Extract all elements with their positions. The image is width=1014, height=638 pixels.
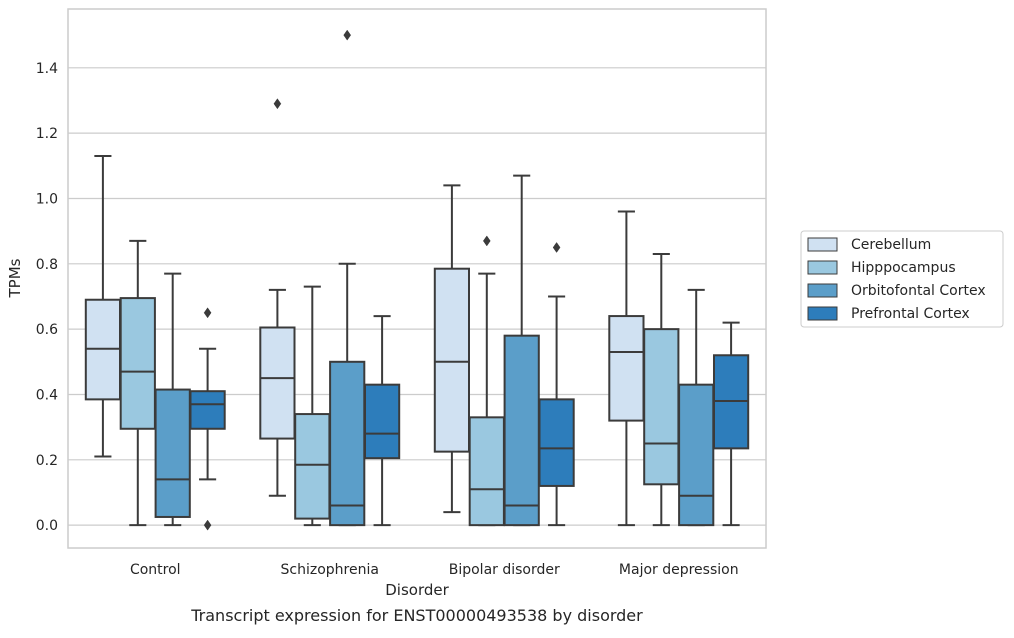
- box-1-3: [363, 315, 401, 527]
- y-tick-label: 0.4: [36, 387, 58, 403]
- y-tick-label: 1.2: [36, 126, 58, 142]
- y-tick-label: 1.4: [36, 61, 58, 77]
- box-body: [294, 413, 331, 520]
- outlier-point: [552, 242, 561, 253]
- box-0-3: [189, 307, 226, 531]
- legend-swatch: [807, 260, 838, 275]
- box-0-2: [154, 272, 191, 527]
- outlier-point: [482, 235, 491, 247]
- legend-label: Hipppocampus: [851, 260, 956, 276]
- legend-swatch: [807, 306, 838, 321]
- x-tick-label: Major depression: [619, 562, 739, 578]
- box-body: [363, 383, 401, 460]
- box-3-0: [608, 210, 645, 527]
- legend-label: Orbitofontal Cortex: [851, 283, 986, 299]
- y-axis-label: TPMs: [6, 258, 24, 298]
- box-2-2: [503, 174, 540, 527]
- y-tick-label: 0.0: [36, 518, 58, 534]
- legend-swatch: [807, 237, 838, 252]
- legend: Cerebellum Hipppocampus Orbitofontal Corte…: [800, 230, 1004, 328]
- box-0-0: [84, 155, 122, 458]
- box-body: [189, 390, 226, 430]
- box-3-1: [643, 253, 680, 527]
- box-0-1: [119, 239, 156, 527]
- box-2-1: [468, 235, 505, 527]
- outlier-point: [273, 98, 282, 110]
- y-tick-label: 1.0: [36, 191, 58, 207]
- box-body: [468, 416, 505, 527]
- x-tick-label: Bipolar disorder: [449, 562, 560, 578]
- box-1-2: [329, 29, 366, 527]
- chart-caption: Transcript expression for ENST0000049353…: [190, 606, 643, 625]
- y-tick-label: 0.2: [36, 453, 58, 469]
- box-body: [678, 383, 715, 527]
- legend-label: Cerebellum: [851, 237, 931, 253]
- box-2-3: [538, 242, 575, 527]
- x-tick-label: Control: [130, 562, 181, 578]
- legend-frame: [800, 230, 1004, 328]
- box-body: [329, 360, 366, 527]
- box-body: [608, 315, 645, 422]
- box-3-3: [712, 321, 750, 527]
- x-tick-labels: Control Schizophrenia Bipolar disorder Majo…: [130, 562, 739, 578]
- box-2-0: [433, 184, 471, 514]
- y-tick-label: 0.8: [36, 257, 58, 273]
- legend-label: Prefrontal Cortex: [851, 306, 970, 322]
- outlier-point: [343, 29, 352, 41]
- box-layer: [84, 29, 750, 531]
- x-axis-label: Disorder: [385, 581, 449, 599]
- legend-swatch: [807, 283, 838, 298]
- box-body: [503, 334, 540, 527]
- box-body: [433, 267, 471, 453]
- box-body: [154, 388, 191, 518]
- box-body: [259, 326, 296, 440]
- box-body: [538, 398, 575, 487]
- y-tick-label: 0.6: [36, 322, 58, 338]
- box-1-0: [259, 98, 296, 497]
- box-body: [643, 328, 680, 486]
- x-tick-label: Schizophrenia: [281, 562, 379, 578]
- outlier-point: [203, 307, 212, 319]
- y-tick-labels: 0.0 0.2 0.4 0.6 0.8 1.0 1.2 1.4: [36, 61, 58, 534]
- box-body: [119, 297, 156, 430]
- outlier-point: [203, 519, 212, 531]
- box-1-1: [294, 285, 331, 527]
- box-3-2: [678, 288, 715, 527]
- plot-frame: [67, 8, 767, 549]
